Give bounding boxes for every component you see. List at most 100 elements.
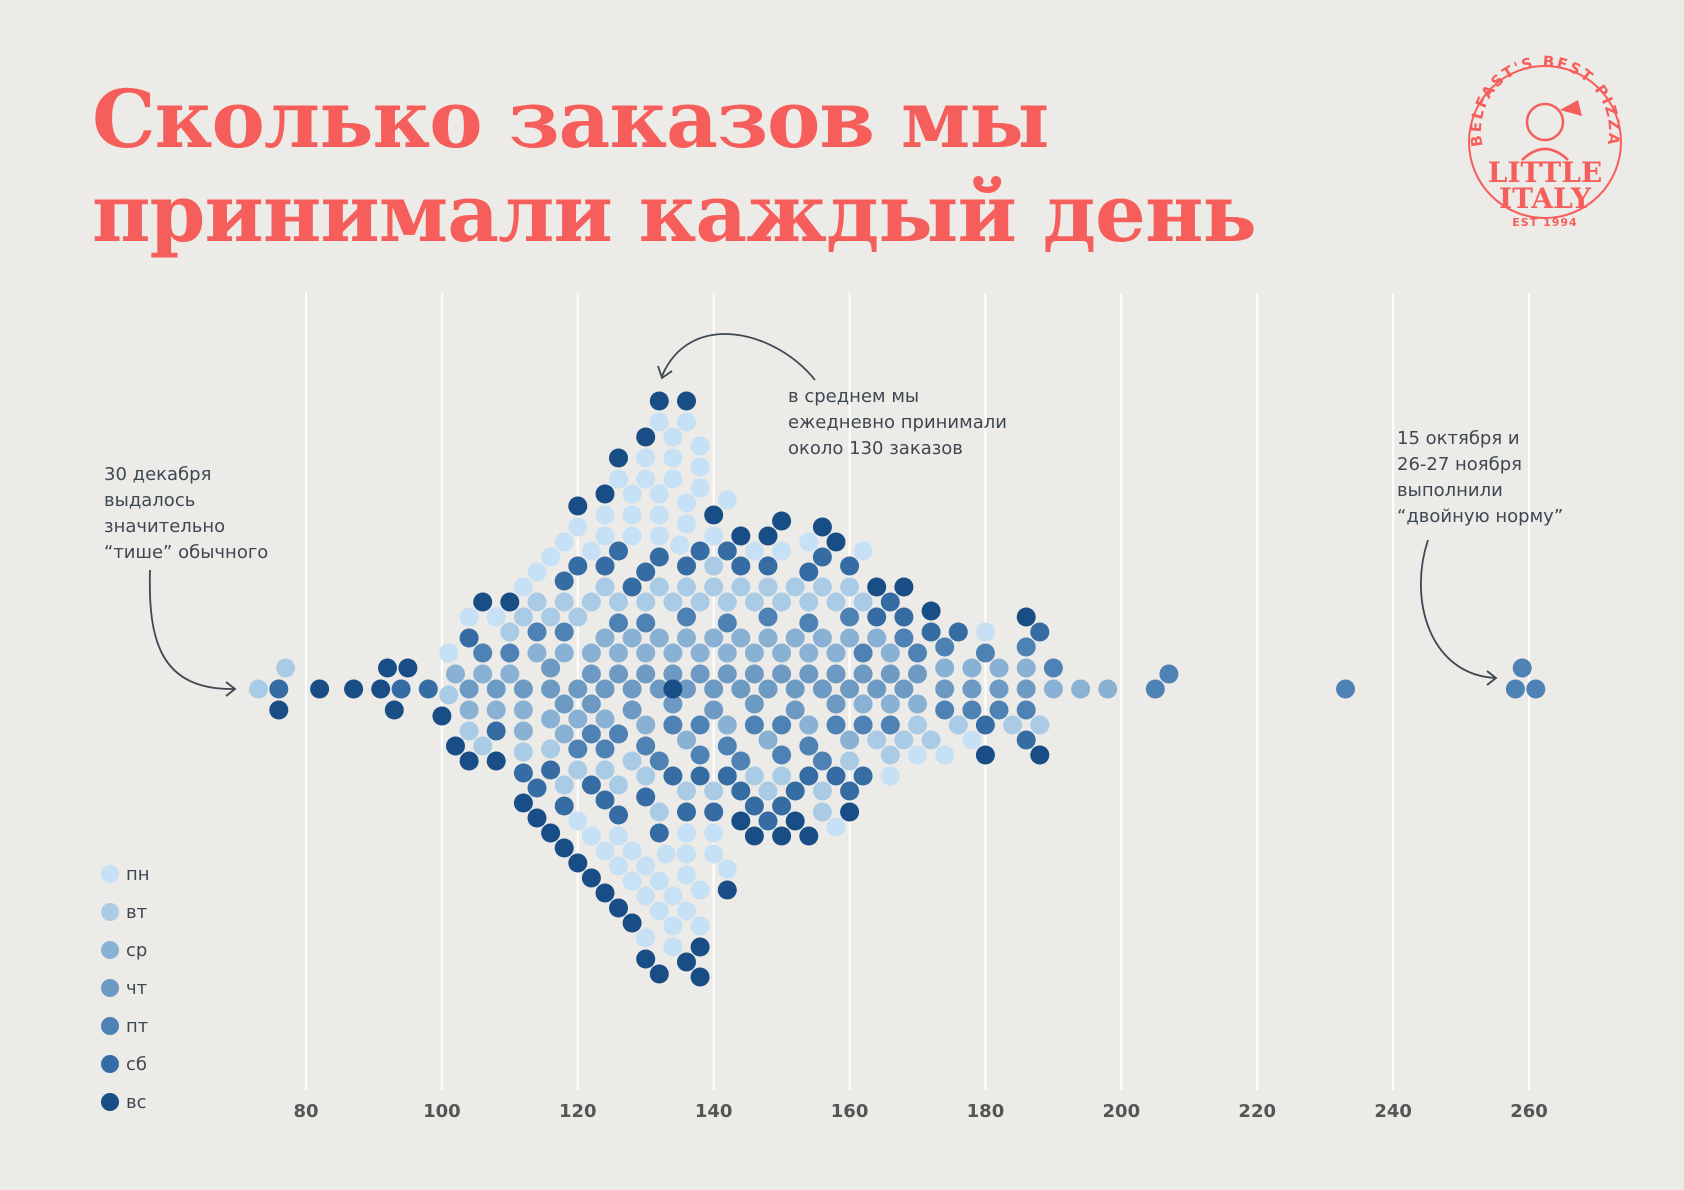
data-point-вс-48: [731, 526, 751, 546]
data-point-ср-1: [459, 700, 479, 720]
data-point-сб-19: [704, 802, 724, 822]
data-point-пн-52: [704, 844, 724, 864]
data-point-чт-7: [595, 679, 615, 699]
data-point-пн-48: [595, 505, 615, 525]
data-point-пн-31: [622, 841, 642, 861]
data-point-вс-19: [595, 484, 615, 504]
legend-label-пт: пт: [126, 1016, 148, 1037]
data-point-пн-66: [656, 844, 676, 864]
data-point-чт-16: [717, 664, 737, 684]
data-point-чт-8: [609, 664, 628, 684]
data-point-вт-47: [744, 766, 764, 786]
data-point-вт-12: [595, 760, 615, 780]
data-point-пн-8: [649, 526, 669, 546]
data-point-вс-45: [609, 448, 628, 468]
data-point-чт-27: [867, 679, 887, 699]
data-point-пт-43: [717, 613, 737, 633]
data-point-пт-27: [1526, 679, 1546, 699]
data-point-пн-58: [663, 427, 683, 447]
annotation-middle-arrow: [661, 333, 816, 381]
data-point-сб-14: [636, 787, 656, 807]
title-line-1: Сколько заказов мы: [92, 72, 1050, 166]
data-point-пт-29: [609, 613, 628, 633]
annotation-left-line-2: выдалось: [104, 490, 195, 511]
data-point-вт-52: [595, 577, 615, 597]
annotation-right-line-1: 15 октября и: [1397, 428, 1520, 449]
data-point-ср-30: [853, 694, 873, 714]
data-point-чт-5: [568, 679, 588, 699]
data-point-вс-41: [975, 745, 995, 765]
data-point-вс-51: [636, 949, 656, 969]
data-point-пн-35: [609, 856, 628, 876]
data-point-пн-26: [663, 886, 683, 906]
data-point-пт-41: [636, 613, 656, 633]
data-point-чт-9: [622, 679, 642, 699]
logo-est: EST 1994: [1512, 216, 1577, 229]
data-point-ср-18: [690, 643, 710, 663]
annotation-left: 30 декабря выдалось значительно “тише” о…: [104, 464, 268, 697]
data-point-ср-45: [677, 730, 696, 750]
data-point-чт-4: [554, 694, 574, 714]
data-point-вт-32: [867, 730, 887, 750]
data-point-пт-21: [1043, 658, 1063, 678]
data-point-вт-50: [840, 577, 860, 597]
data-point-пн-5: [568, 811, 588, 831]
x-tick-label-240: 240: [1374, 1101, 1412, 1122]
data-point-вт-25: [772, 592, 792, 612]
data-point-вс-27: [704, 505, 724, 525]
data-point-пт-39: [1016, 637, 1036, 657]
data-point-чт-1: [486, 679, 506, 699]
data-point-пн-30: [595, 841, 615, 861]
data-point-пн-40: [649, 871, 669, 891]
data-point-вс-33: [785, 811, 805, 831]
data-point-чт-12: [663, 664, 683, 684]
data-point-ср-26: [799, 643, 819, 663]
data-point-сб-27: [812, 547, 832, 567]
data-point-чт-20: [772, 664, 792, 684]
data-point-вт-40: [513, 607, 533, 627]
data-point-вт-10: [568, 607, 588, 627]
data-point-сб-23: [758, 556, 778, 576]
x-tick-label-220: 220: [1238, 1101, 1276, 1122]
data-point-чт-41: [785, 700, 805, 720]
data-point-сб-29: [840, 781, 860, 801]
data-point-вс-40: [921, 601, 941, 621]
data-point-пт-32: [731, 751, 751, 771]
data-point-вс-38: [867, 577, 887, 597]
data-point-вт-39: [1030, 715, 1050, 735]
data-point-чт-10: [636, 664, 656, 684]
data-point-сб-0: [269, 679, 289, 699]
data-point-пн-46: [690, 457, 710, 477]
data-point-пн-60: [649, 412, 669, 432]
annotation-right-arrow: [1420, 539, 1497, 679]
data-point-вс-1: [310, 679, 330, 699]
data-point-вс-0: [269, 700, 289, 720]
data-point-пн-63: [677, 412, 696, 432]
data-point-вт-11: [581, 592, 601, 612]
data-point-ср-24: [772, 643, 792, 663]
data-point-сб-24: [772, 796, 792, 816]
x-tick-label-80: 80: [293, 1101, 318, 1122]
data-point-пн-19: [962, 730, 982, 750]
data-point-сб-26: [799, 766, 819, 786]
data-point-пн-50: [649, 484, 669, 504]
data-point-чт-40: [744, 694, 764, 714]
data-point-пт-0: [473, 643, 493, 663]
data-point-пн-25: [636, 856, 656, 876]
data-point-вт-45: [677, 781, 696, 801]
data-point-сб-28: [826, 766, 846, 786]
data-point-сб-5: [513, 763, 533, 783]
data-point-сб-12: [609, 805, 628, 825]
data-point-пт-30: [649, 751, 669, 771]
data-point-вт-0: [248, 679, 268, 699]
data-point-пт-37: [935, 637, 955, 657]
data-point-вт-53: [649, 802, 669, 822]
data-point-пн-16: [880, 766, 900, 786]
data-point-пн-9: [677, 823, 696, 843]
annotation-left-arrow: [148, 569, 235, 690]
data-point-вс-34: [799, 826, 819, 846]
data-point-вт-5: [500, 622, 520, 642]
annotation-left-line-4: “тише” обычного: [104, 542, 268, 563]
data-point-вт-8: [541, 739, 561, 759]
data-point-вт-17: [663, 592, 683, 612]
